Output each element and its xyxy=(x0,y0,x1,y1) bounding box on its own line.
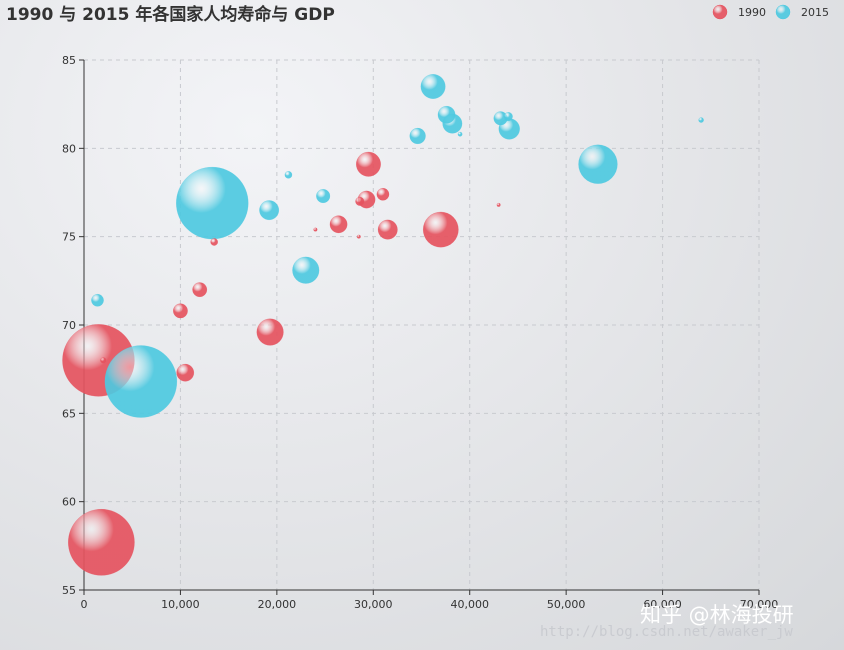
bubble-1990[interactable] xyxy=(355,151,381,177)
bubble-1990[interactable] xyxy=(376,187,390,201)
x-tick-label: 10,000 xyxy=(161,598,200,611)
grid xyxy=(84,59,760,590)
bubble-2015[interactable] xyxy=(176,166,249,240)
y-tick-label: 70 xyxy=(62,319,76,332)
x-tick-label: 70,000 xyxy=(740,598,779,611)
bubble-1990[interactable] xyxy=(496,202,501,207)
bubble-2015[interactable] xyxy=(409,127,426,145)
bubble-2015[interactable] xyxy=(437,105,456,124)
y-tick-label: 65 xyxy=(62,407,76,420)
y-tick-label: 85 xyxy=(62,54,76,67)
x-tick-label: 60,000 xyxy=(643,598,682,611)
x-tick-label: 50,000 xyxy=(547,598,586,611)
bubble-2015[interactable] xyxy=(503,111,513,122)
bubble-1990[interactable] xyxy=(377,219,398,240)
data-points xyxy=(62,74,704,576)
chart-title: 1990 与 2015 年各国家人均寿命与 GDP xyxy=(6,4,335,25)
bubble-2015[interactable] xyxy=(420,74,446,99)
bubble-1990[interactable] xyxy=(192,282,208,298)
bubble-1990[interactable] xyxy=(256,318,284,346)
bubble-1990[interactable] xyxy=(329,215,348,234)
bubble-1990[interactable] xyxy=(67,508,135,576)
bubble-1990[interactable] xyxy=(355,196,365,206)
x-tick-label: 0 xyxy=(81,598,88,611)
bubble-1990[interactable] xyxy=(100,357,107,364)
legend-label-1990[interactable]: 1990 xyxy=(738,6,766,19)
bubble-1990[interactable] xyxy=(210,238,219,246)
bubble-1990[interactable] xyxy=(356,234,361,239)
bubble-1990[interactable] xyxy=(313,227,318,232)
legend-marker-1990[interactable] xyxy=(712,4,728,20)
x-tick-label: 40,000 xyxy=(450,598,489,611)
bubble-2015[interactable] xyxy=(284,170,293,179)
y-tick-label: 80 xyxy=(62,142,76,155)
bubble-2015[interactable] xyxy=(292,256,320,284)
y-tick-label: 55 xyxy=(62,584,76,597)
bubble-1990[interactable] xyxy=(422,211,459,248)
bubble-2015[interactable] xyxy=(259,200,280,221)
bubble-1990[interactable] xyxy=(172,303,188,319)
bubble-1990[interactable] xyxy=(176,363,195,382)
x-tick-label: 20,000 xyxy=(258,598,297,611)
bubble-2015[interactable] xyxy=(91,293,104,307)
legend-label-2015[interactable]: 2015 xyxy=(801,6,829,19)
bubble-2015[interactable] xyxy=(578,144,618,184)
bubble-2015[interactable] xyxy=(316,188,331,204)
bubble-2015[interactable] xyxy=(457,131,463,137)
watermark: 知乎 @林海投研 http://blog.csdn.net/awaker_jw xyxy=(540,603,794,640)
axes: 0 10,000 20,000 30,000 40,000 50,000 60,000 70,… xyxy=(62,54,778,611)
watermark-text: 知乎 @林海投研 xyxy=(640,603,794,627)
legend-marker-2015[interactable] xyxy=(775,4,791,20)
x-tick-label: 30,000 xyxy=(354,598,393,611)
bubble-2015[interactable] xyxy=(698,117,704,123)
bubble-2015[interactable] xyxy=(104,345,178,418)
legend: 1990 2015 xyxy=(712,4,829,20)
y-tick-label: 75 xyxy=(62,231,76,244)
y-tick-label: 60 xyxy=(62,496,76,509)
watermark-url: http://blog.csdn.net/awaker_jw xyxy=(540,624,793,640)
